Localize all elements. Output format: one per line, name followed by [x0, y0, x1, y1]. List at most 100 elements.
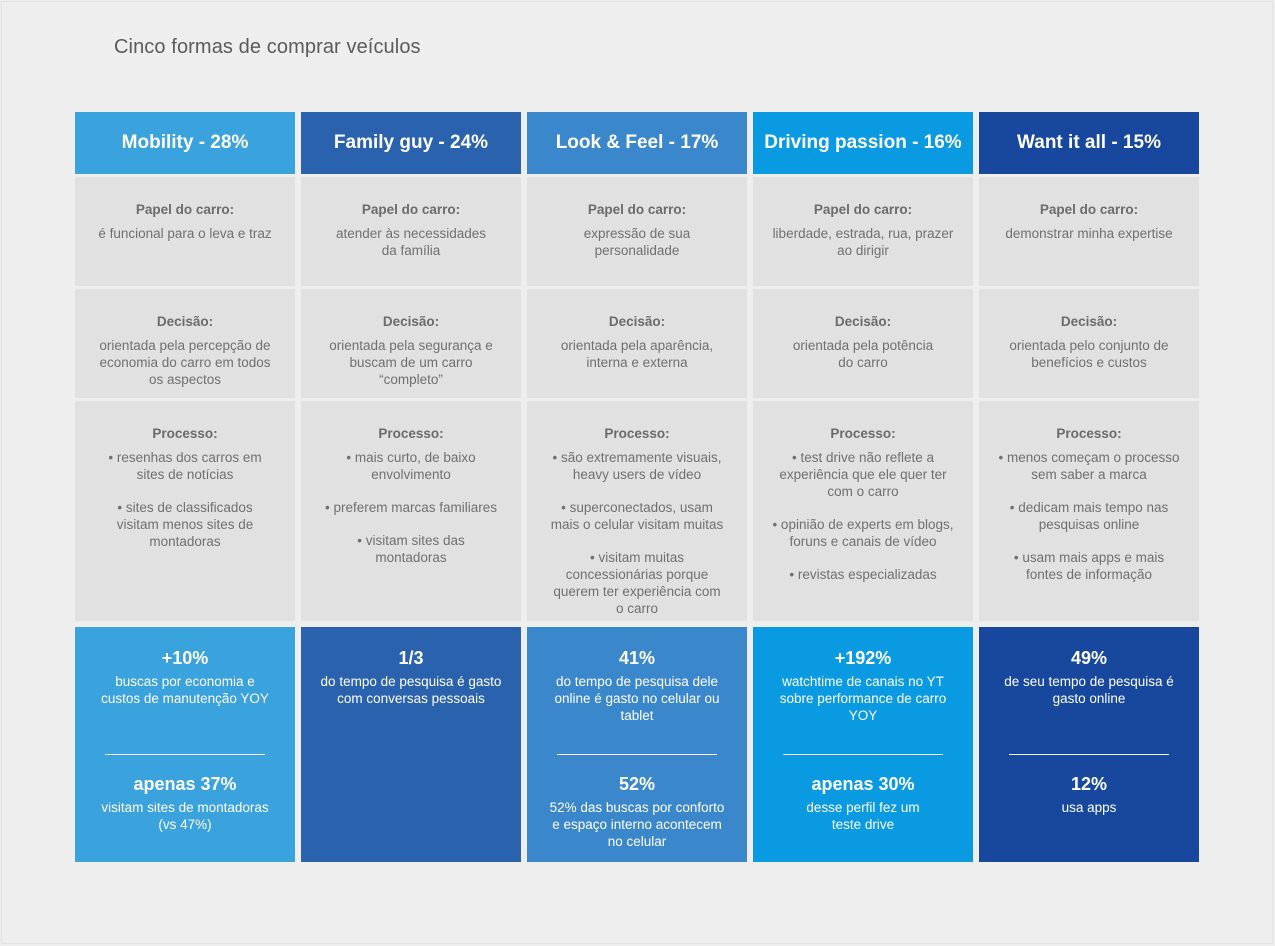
- role-cell: Papel do carro: demonstrar minha expertis…: [979, 177, 1199, 286]
- role-text: liberdade, estrada, rua, prazer ao dirig…: [772, 226, 954, 258]
- segment-header: Want it all - 15%: [979, 112, 1199, 174]
- stat-block: 41% do tempo de pesquisa dele online é ga…: [541, 647, 733, 754]
- process-item: • mais curto, de baixo envolvimento: [346, 450, 476, 482]
- page-title: Cinco formas de comprar veículos: [114, 36, 421, 58]
- process-item: • opinião de experts em blogs, foruns e …: [772, 517, 954, 549]
- role-text: expressão de sua personalidade: [583, 226, 691, 258]
- stat-value: +192%: [834, 648, 892, 668]
- decision-cell: Decisão: orientada pela potência do carro: [753, 289, 973, 398]
- role-cell: Papel do carro: liberdade, estrada, rua, …: [753, 177, 973, 286]
- decision-cell: Decisão: orientada pela segurança e busca…: [301, 289, 521, 398]
- role-cell: Papel do carro: expressão de sua personal…: [527, 177, 747, 286]
- stat-block: 1/3 do tempo de pesquisa é gasto com conv…: [315, 647, 507, 754]
- stat-block: 49% de seu tempo de pesquisa é gasto onli…: [993, 647, 1185, 754]
- process-list: • test drive não reflete a experiência q…: [767, 449, 959, 583]
- segment-header: Family guy - 24%: [301, 112, 521, 174]
- process-cell: Processo: • test drive não reflete a expe…: [753, 401, 973, 621]
- stats-cell: 41% do tempo de pesquisa dele online é ga…: [527, 627, 747, 862]
- stat-divider: [1009, 754, 1169, 755]
- decision-label: Decisão:: [382, 314, 440, 329]
- stat-value: 52%: [618, 774, 656, 794]
- stat-value: 49%: [1070, 648, 1108, 668]
- role-label: Papel do carro:: [813, 202, 913, 217]
- stat-block: 12% usa apps: [993, 773, 1185, 816]
- process-cell: Processo: • mais curto, de baixo envolvim…: [301, 401, 521, 621]
- decision-label: Decisão:: [608, 314, 666, 329]
- process-item: • revistas especializadas: [789, 567, 937, 582]
- stat-block: apenas 37% visitam sites de montadoras (v…: [89, 773, 281, 833]
- process-item: • são extremamente visuais, heavy users …: [552, 450, 722, 482]
- decision-text: orientada pelo conjunto de benefícios e …: [1009, 338, 1169, 370]
- process-label: Processo:: [378, 426, 444, 441]
- segment-header: Look & Feel - 17%: [527, 112, 747, 174]
- segment-column: Mobility - 28% Papel do carro: é funcional…: [75, 112, 295, 862]
- decision-text: orientada pela potência do carro: [792, 338, 934, 370]
- process-list: • mais curto, de baixo envolvimento • pre…: [315, 449, 507, 566]
- stat-value: 41%: [618, 648, 656, 668]
- stat-block: apenas 30% desse perfil fez um teste driv…: [767, 773, 959, 833]
- stat-value: 1/3: [398, 648, 424, 668]
- process-list: • são extremamente visuais, heavy users …: [541, 449, 733, 617]
- segment-column: Want it all - 15% Papel do carro: demonstr…: [979, 112, 1199, 862]
- role-label: Papel do carro:: [361, 202, 461, 217]
- stat-divider: [783, 754, 943, 755]
- stats-cell: +10% buscas por economia e custos de manu…: [75, 627, 295, 862]
- decision-label: Decisão:: [1060, 314, 1118, 329]
- process-item: • usam mais apps e mais fontes de inform…: [1013, 550, 1165, 582]
- process-item: • visitam muitas concessionárias porque …: [553, 550, 721, 616]
- segment-header: Mobility - 28%: [75, 112, 295, 174]
- segment-column: Driving passion - 16% Papel do carro: libe…: [753, 112, 973, 862]
- role-text: demonstrar minha expertise: [1005, 226, 1173, 241]
- process-cell: Processo: • resenhas dos carros em sites …: [75, 401, 295, 621]
- stat-block: +10% buscas por economia e custos de manu…: [89, 647, 281, 754]
- process-item: • superconectados, usam mais o celular v…: [550, 500, 724, 532]
- stat-caption: desse perfil fez um teste drive: [806, 800, 920, 832]
- stat-value: apenas 30%: [811, 774, 915, 794]
- process-cell: Processo: • menos começam o processo sem …: [979, 401, 1199, 621]
- segment-column: Family guy - 24% Papel do carro: atender à…: [301, 112, 521, 862]
- role-text: atender às necessidades da família: [335, 226, 487, 258]
- segment-header: Driving passion - 16%: [753, 112, 973, 174]
- role-label: Papel do carro:: [1039, 202, 1139, 217]
- decision-text: orientada pela percepção de economia do …: [99, 338, 271, 387]
- process-cell: Processo: • são extremamente visuais, hea…: [527, 401, 747, 621]
- stats-cell: +192% watchtime de canais no YT sobre per…: [753, 627, 973, 862]
- stat-caption: do tempo de pesquisa é gasto com convers…: [320, 674, 502, 706]
- decision-label: Decisão:: [834, 314, 892, 329]
- process-item: • test drive não reflete a experiência q…: [779, 450, 947, 499]
- role-label: Papel do carro:: [587, 202, 687, 217]
- stat-block: 52% 52% das buscas por conforto e espaço …: [541, 773, 733, 850]
- process-label: Processo:: [604, 426, 670, 441]
- stats-cell: 49% de seu tempo de pesquisa é gasto onli…: [979, 627, 1199, 862]
- stat-caption: do tempo de pesquisa dele online é gasto…: [554, 674, 720, 723]
- process-label: Processo:: [152, 426, 218, 441]
- process-list: • resenhas dos carros em sites de notíci…: [89, 449, 281, 550]
- process-item: • sites de classificados visitam menos s…: [116, 500, 254, 549]
- stats-cell: 1/3 do tempo de pesquisa é gasto com conv…: [301, 627, 521, 862]
- stat-caption: de seu tempo de pesquisa é gasto online: [1004, 674, 1174, 706]
- decision-label: Decisão:: [156, 314, 214, 329]
- segments-table: Mobility - 28% Papel do carro: é funcional…: [75, 112, 1199, 862]
- process-label: Processo:: [830, 426, 896, 441]
- decision-cell: Decisão: orientada pelo conjunto de benef…: [979, 289, 1199, 398]
- stat-caption: visitam sites de montadoras (vs 47%): [101, 800, 269, 832]
- process-item: • dedicam mais tempo nas pesquisas onlin…: [1009, 500, 1169, 532]
- role-label: Papel do carro:: [135, 202, 235, 217]
- process-item: • resenhas dos carros em sites de notíci…: [108, 450, 262, 482]
- stat-caption: watchtime de canais no YT sobre performa…: [779, 674, 947, 723]
- stat-value: apenas 37%: [133, 774, 237, 794]
- stat-divider: [105, 754, 265, 755]
- process-label: Processo:: [1056, 426, 1122, 441]
- decision-cell: Decisão: orientada pela percepção de econ…: [75, 289, 295, 398]
- stat-divider: [557, 754, 717, 755]
- stat-value: +10%: [161, 648, 209, 668]
- role-cell: Papel do carro: atender às necessidades d…: [301, 177, 521, 286]
- stat-caption: usa apps: [1061, 800, 1117, 815]
- process-item: • menos começam o processo sem saber a m…: [998, 450, 1180, 482]
- role-text: é funcional para o leva e traz: [98, 226, 272, 241]
- stat-value: 12%: [1070, 774, 1108, 794]
- process-item: • visitam sites das montadoras: [357, 533, 465, 565]
- stat-caption: 52% das buscas por conforto e espaço int…: [549, 800, 725, 849]
- stat-caption: buscas por economia e custos de manutenç…: [101, 674, 269, 706]
